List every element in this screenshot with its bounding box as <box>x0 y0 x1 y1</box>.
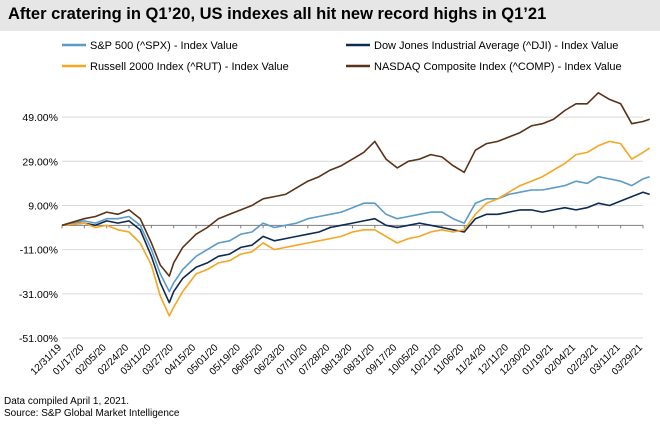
legend-label: S&P 500 (^SPX) - Index Value <box>90 40 238 52</box>
y-tick-label: -11.00% <box>20 245 58 257</box>
series-line-2 <box>61 140 651 317</box>
footer-note: Data compiled April 1, 2021. <box>4 396 130 407</box>
y-tick-label: 49.00% <box>22 112 58 124</box>
title-bar: After cratering in Q1’20, US indexes all… <box>0 0 660 31</box>
y-tick-label: 9.00% <box>28 200 58 212</box>
legend-label: Russell 2000 Index (^RUT) - Index Value <box>90 61 289 73</box>
footer: Data compiled April 1, 2021. Source: S&P… <box>4 396 179 419</box>
y-tick-label: -31.00% <box>19 289 58 301</box>
y-axis: -51.00% -31.00% -11.00% 9.00% 29.00% 49.00% <box>19 112 58 345</box>
legend: S&P 500 (^SPX) - Index Value Dow Jones In… <box>62 40 622 73</box>
chart-title: After cratering in Q1’20, US indexes all… <box>8 5 547 23</box>
y-tick-label: -51.00% <box>19 333 58 345</box>
line-chart: S&P 500 (^SPX) - Index Value Dow Jones In… <box>19 40 651 378</box>
series-line-0 <box>61 175 650 293</box>
series-line-3 <box>61 92 650 277</box>
legend-label: NASDAQ Composite Index (^COMP) - Index V… <box>374 61 622 73</box>
series-line-1 <box>61 191 650 304</box>
grid-lines <box>62 116 643 339</box>
x-axis: 12/31/1901/17/2002/05/2002/24/2003/11/20… <box>29 224 645 378</box>
legend-label: Dow Jones Industrial Average (^DJI) - In… <box>374 40 618 52</box>
y-tick-label: 29.00% <box>22 156 58 168</box>
series-lines <box>61 92 651 317</box>
footer-source: Source: S&P Global Market Intelligence <box>4 407 180 419</box>
